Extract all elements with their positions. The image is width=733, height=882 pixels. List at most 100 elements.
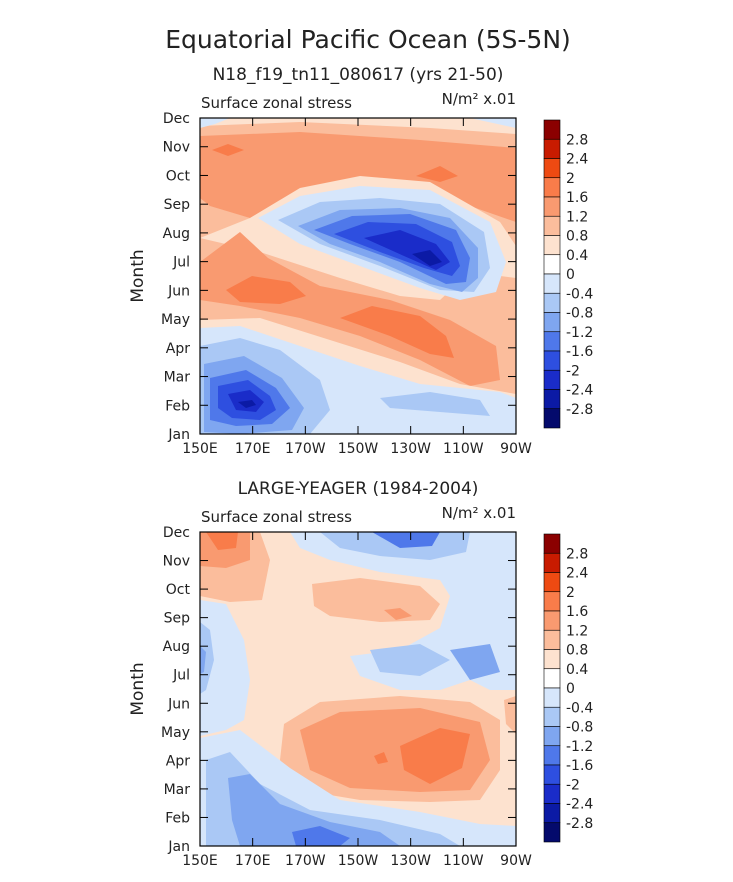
colorbar-swatch — [543, 331, 561, 352]
colorbar-swatch — [543, 591, 561, 612]
colorbar-swatch — [543, 292, 561, 313]
contour-band-1.6 — [206, 532, 238, 550]
contour-band-neg1.2 — [228, 774, 400, 846]
x-tick-label: 170W — [285, 853, 326, 869]
panel-subtitle: LARGE-YEAGER (1984-2004) — [238, 479, 479, 499]
units-label: N/m² x.01 — [442, 504, 516, 522]
x-tick-label: 150E — [182, 853, 218, 869]
colorbar-swatch — [543, 196, 561, 217]
colorbar-label: -1.2 — [566, 739, 593, 755]
y-tick-label: Mar — [164, 782, 191, 798]
colorbar-label: 2 — [566, 171, 575, 187]
x-tick-label: 110W — [443, 853, 484, 869]
colorbar-label: 1.2 — [566, 209, 588, 225]
contour-band-neg0.4 — [200, 118, 230, 128]
y-tick-label: Jun — [167, 696, 190, 712]
y-tick-label: Jan — [167, 839, 190, 855]
y-tick-label: Aug — [163, 226, 190, 242]
colorbar: 2.8 2.4 2 1.6 1.2 0.8 0.4 0 -0.4 -0.8 -1.2 -1.6 -2 -2… — [543, 533, 593, 843]
colorbar-swatch — [543, 668, 561, 689]
colorbar-swatch — [543, 533, 561, 554]
x-tick-label: 150E — [182, 441, 218, 457]
colorbar-swatch — [543, 726, 561, 747]
y-tick-label: Apr — [166, 341, 190, 357]
colorbar-swatch — [543, 822, 561, 843]
colorbar-label: 2.8 — [566, 546, 588, 562]
colorbar-swatch — [543, 629, 561, 650]
contour-band-0.8 — [312, 578, 440, 622]
colorbar-label: -0.8 — [566, 720, 593, 736]
x-tick-label: 110W — [443, 441, 484, 457]
units-label: N/m² x.01 — [442, 90, 516, 108]
x-tick-label: 90W — [500, 853, 532, 869]
y-tick-label: Jul — [172, 255, 190, 271]
figure-title: Equatorial Pacific Ocean (5S-5N) — [165, 25, 571, 54]
y-tick-label: Jun — [167, 283, 190, 299]
y-tick-label: Feb — [165, 398, 190, 414]
contour-band-neg1.6 — [372, 532, 440, 548]
contour-band-neg0.8 — [380, 392, 490, 416]
colorbar-label: 0.8 — [566, 643, 588, 659]
contour-band-neg1.2 — [450, 644, 500, 680]
x-tick-label: 170W — [285, 441, 326, 457]
y-tick-label: Sep — [164, 197, 191, 213]
x-tick-label: 170E — [235, 441, 271, 457]
contour-band-neg0.4 — [470, 118, 516, 128]
contour-band-neg0.8 — [200, 622, 214, 694]
colorbar-label: -2.4 — [566, 797, 593, 813]
contour-band-neg0.8 — [370, 644, 450, 676]
colorbar-swatch — [543, 138, 561, 159]
y-tick-label: Oct — [166, 582, 191, 598]
colorbar-swatch — [543, 158, 561, 179]
variable-label: Surface zonal stress — [201, 94, 352, 112]
colorbar-label: 2 — [566, 585, 575, 601]
colorbar-label: -2.8 — [566, 402, 593, 418]
colorbar-label: 0 — [566, 681, 575, 697]
x-tick-label: 90W — [500, 441, 532, 457]
colorbar-label: 1.6 — [566, 190, 588, 206]
contour-band-neg1.6 — [292, 826, 350, 846]
y-tick-label: Oct — [166, 168, 191, 184]
colorbar-label: 2.8 — [566, 132, 588, 148]
colorbar: 2.8 2.4 2 1.6 1.2 0.8 0.4 0 -0.4 -0.8 -1.2 -1.6 -2 -2… — [543, 119, 593, 429]
colorbar-swatch — [543, 254, 561, 275]
y-tick-label: Jan — [167, 427, 190, 443]
y-tick-label: Dec — [163, 111, 190, 127]
colorbar-swatch — [543, 552, 561, 573]
axis-ticks: Jan Feb Mar Apr May Jun Jul Aug Sep Oct Nov Dec 150E… — [161, 111, 532, 457]
colorbar-swatch — [543, 350, 561, 371]
panel-subtitle: N18_f19_tn11_080617 (yrs 21-50) — [213, 65, 504, 85]
y-tick-label: Mar — [164, 370, 191, 386]
panel-observed: LARGE-YEAGER (1984-2004) Surface zonal s… — [128, 479, 532, 869]
colorbar-swatch — [543, 273, 561, 294]
colorbar-label: 1.2 — [566, 623, 588, 639]
contour-band-neg2.8 — [412, 250, 442, 266]
contour-band-neg2.8 — [238, 400, 256, 408]
y-tick-label: Nov — [163, 140, 190, 156]
contour-field — [200, 118, 516, 434]
contour-band-1.2 — [384, 608, 412, 620]
colorbar-label: -1.2 — [566, 325, 593, 341]
y-tick-label: Jul — [172, 668, 190, 684]
colorbar-swatch — [543, 215, 561, 236]
colorbar-swatch — [543, 369, 561, 390]
y-axis-title: Month — [128, 249, 148, 302]
colorbar-swatch — [543, 177, 561, 198]
contour-field — [200, 532, 516, 846]
variable-label: Surface zonal stress — [201, 508, 352, 526]
colorbar-swatch — [543, 706, 561, 727]
colorbar-label: -2.4 — [566, 383, 593, 399]
y-tick-label: May — [161, 312, 190, 328]
colorbar-swatch — [543, 119, 561, 140]
y-tick-label: Aug — [163, 639, 190, 655]
colorbar-label: 0.8 — [566, 229, 588, 245]
colorbar-label: -1.6 — [566, 758, 593, 774]
contour-band-neg0.4 — [200, 600, 250, 736]
colorbar-label: 2.4 — [566, 566, 588, 582]
colorbar-swatch — [543, 312, 561, 333]
colorbar-swatch — [543, 235, 561, 256]
y-tick-label: Apr — [166, 753, 190, 769]
contour-band-0.4 — [200, 118, 516, 134]
x-tick-label: 150W — [338, 853, 379, 869]
